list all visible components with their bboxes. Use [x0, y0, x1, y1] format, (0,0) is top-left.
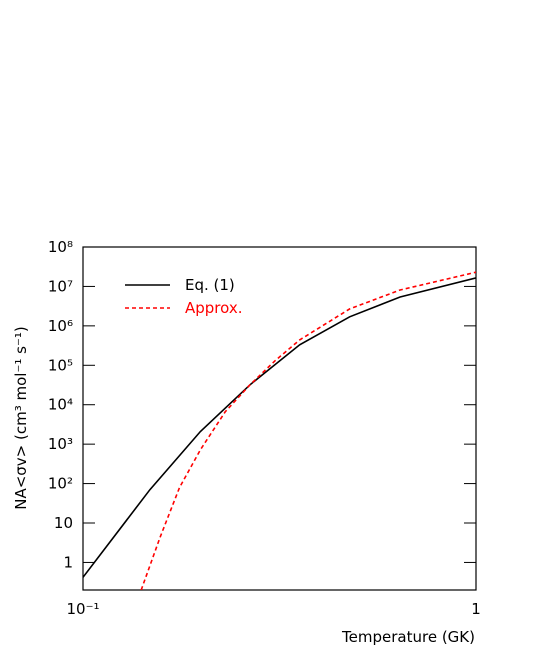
legend-label: Eq. (1) — [185, 276, 235, 294]
y-tick-label: 10⁸ — [48, 238, 73, 256]
legend-label: Approx. — [185, 299, 243, 317]
y-tick-label: 10² — [48, 475, 73, 493]
y-axis-label: NA<σv> (cm³ mol⁻¹ s⁻¹) — [12, 326, 30, 510]
y-tick-label: 10⁶ — [48, 317, 73, 335]
y-tick-label: 10⁷ — [48, 277, 73, 295]
y-tick-label: 10⁵ — [48, 356, 73, 374]
x-tick-label: 10⁻¹ — [66, 600, 99, 618]
series-line — [83, 277, 476, 578]
series-line — [140, 271, 476, 590]
y-tick-label: 10³ — [48, 435, 73, 453]
plot-frame — [82, 246, 477, 591]
y-tick-label: 10 — [54, 514, 73, 532]
x-tick-label: 1 — [471, 600, 481, 618]
y-tick-label: 10⁴ — [48, 396, 73, 414]
y-tick-label: 1 — [63, 553, 73, 571]
x-axis-label: Temperature (GK) — [341, 628, 475, 646]
